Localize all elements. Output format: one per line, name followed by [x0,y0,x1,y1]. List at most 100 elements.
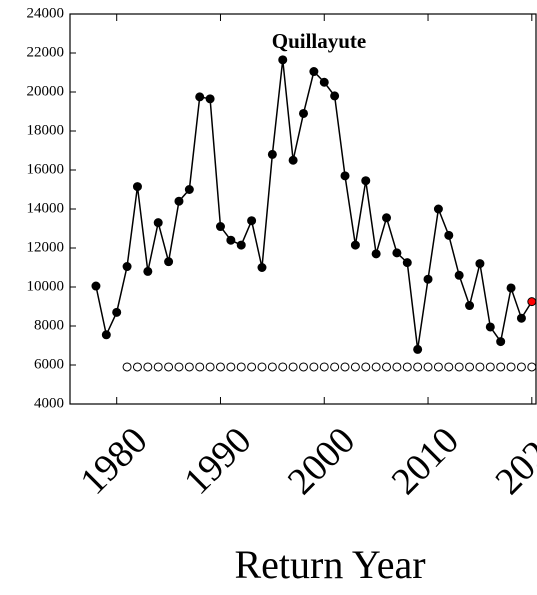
x-tick-label: 2010 [384,419,467,502]
point [444,362,454,372]
y-tick-label: 24000 [27,5,65,21]
point [132,182,142,192]
x-tick-label: 1990 [176,419,259,502]
point [330,91,340,101]
point [257,263,267,272]
point [361,362,371,372]
point [278,55,288,65]
point [309,67,319,77]
point [164,362,174,372]
point [153,362,163,372]
point [184,185,194,194]
point [350,240,360,250]
y-tick-label: 8000 [34,317,64,333]
point [267,362,277,372]
point [236,362,246,372]
point [267,149,277,159]
point [101,330,111,340]
point [475,259,485,269]
point [527,362,537,372]
point [309,362,319,372]
point [516,313,526,323]
point [122,262,132,272]
point [247,362,257,372]
point [215,222,225,232]
point [288,362,298,372]
point [506,362,516,372]
point [112,307,122,317]
point [392,248,402,258]
point [236,240,246,250]
point [496,362,506,372]
point [132,362,142,372]
point [454,270,464,280]
point [402,362,412,372]
point [361,176,371,186]
x-tick-label: 1980 [72,419,155,502]
point [485,322,495,332]
point [122,362,132,372]
point [174,196,184,206]
point [454,362,464,372]
point [402,258,412,268]
point [423,362,433,372]
point [278,362,288,372]
point [413,344,423,354]
point [340,362,350,372]
y-tick-label: 18000 [27,122,65,138]
point [143,266,153,276]
point [205,94,215,104]
point [91,281,101,291]
point [475,362,485,372]
point [205,362,215,372]
y-tick-label: 10000 [27,278,65,294]
point [350,362,360,372]
y-tick-label: 22000 [27,44,65,60]
x-tick-label: 2020 [487,419,537,502]
point [392,362,402,372]
y-tick-label: 20000 [27,83,65,99]
y-tick-label: 4000 [34,395,64,411]
point [465,301,475,311]
point [423,274,433,284]
point [527,297,537,307]
point [174,362,184,372]
point [215,362,225,372]
point [153,218,163,228]
point [433,362,443,372]
point [485,362,495,372]
point [496,337,506,347]
point [226,362,236,372]
point [226,235,236,245]
point [371,249,381,259]
point [184,362,194,372]
point [433,204,443,214]
point [319,362,329,372]
x-axis-label: Return Year [234,542,425,587]
point [330,362,340,372]
point [299,108,308,118]
y-tick-label: 6000 [34,356,64,372]
point [465,362,475,372]
point [143,362,153,372]
chart-title: Quillayute [272,29,367,53]
point [195,92,205,102]
point [371,362,381,372]
point [164,257,174,267]
point [382,362,392,372]
point [506,283,516,293]
point [413,362,423,372]
point [195,362,205,372]
point [257,362,267,372]
y-tick-label: 16000 [27,161,65,177]
point [247,216,257,226]
point [299,362,308,372]
point [288,155,298,165]
point [516,362,526,372]
point [444,230,454,240]
y-tick-label: 12000 [27,239,65,255]
y-tick-label: 14000 [27,200,65,216]
x-tick-label: 2000 [280,419,363,502]
point [340,171,350,181]
